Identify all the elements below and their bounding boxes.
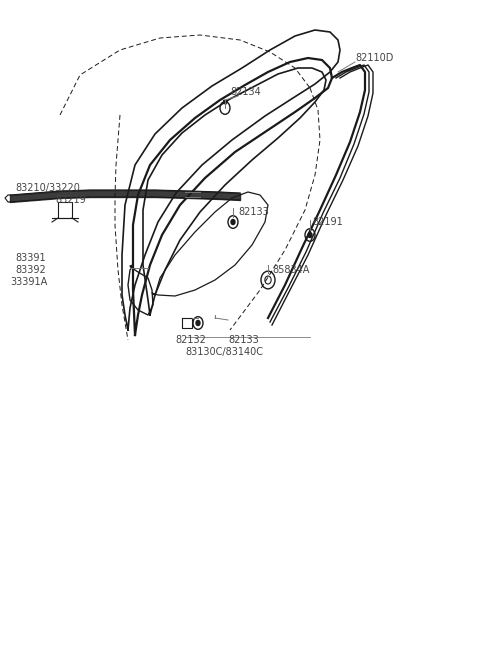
Text: 83130C/83140C: 83130C/83140C	[185, 347, 263, 357]
Text: 83391: 83391	[15, 253, 46, 263]
Circle shape	[308, 233, 312, 238]
Text: 83392: 83392	[15, 265, 46, 275]
Text: 82134: 82134	[230, 87, 261, 97]
Circle shape	[196, 321, 200, 325]
Text: 82110D: 82110D	[355, 53, 394, 63]
Text: 82191: 82191	[312, 217, 343, 227]
Text: 33391A: 33391A	[10, 277, 47, 287]
Circle shape	[231, 219, 235, 225]
Text: 83210/33220: 83210/33220	[15, 183, 80, 193]
Text: 82133: 82133	[228, 335, 259, 345]
Text: 83219: 83219	[55, 195, 86, 205]
Text: 82132: 82132	[175, 335, 206, 345]
Text: 82133: 82133	[238, 207, 269, 217]
Text: 85834A: 85834A	[272, 265, 310, 275]
